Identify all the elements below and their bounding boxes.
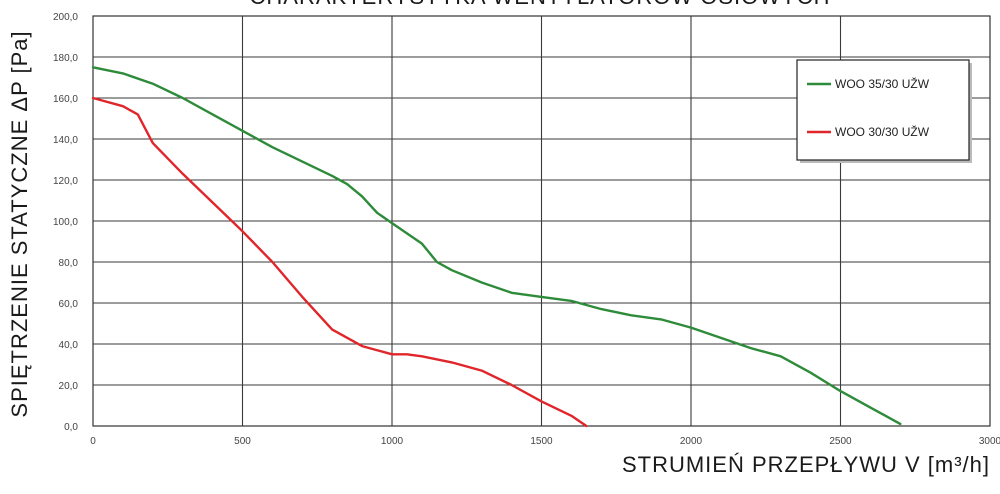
x-tick-label: 1500: [530, 436, 553, 447]
x-tick-label: 3000: [979, 436, 1000, 447]
x-tick-label: 0: [90, 436, 96, 447]
x-tick-label: 2000: [680, 436, 703, 447]
y-tick-label: 180,0: [53, 53, 78, 64]
x-tick-label: 2500: [829, 436, 852, 447]
legend-label-1: WOO 35/30 UŽW: [835, 76, 930, 91]
y-tick-label: 100,0: [53, 217, 78, 228]
chart-title: CHARAKTERYSTYKA WENTYLATORÓW OSIOWYCH: [250, 0, 831, 10]
y-tick-label: 140,0: [53, 135, 78, 146]
x-tick-label: 500: [234, 436, 251, 447]
y-tick-label: 200,0: [53, 12, 78, 23]
y-tick-label: 160,0: [53, 94, 78, 105]
legend-box: [796, 59, 970, 161]
y-tick-label: 60,0: [59, 299, 79, 310]
x-axis-label: STRUMIEŃ PRZEPŁYWU V [m³/h]: [621, 452, 990, 477]
y-tick-label: 80,0: [59, 258, 79, 269]
y-tick-label: 0,0: [64, 422, 78, 433]
legend-label-2: WOO 30/30 UŽW: [835, 124, 930, 139]
x-tick-label: 1000: [381, 436, 404, 447]
y-tick-label: 20,0: [59, 381, 79, 392]
y-tick-label: 120,0: [53, 176, 78, 187]
y-axis-label: SPIĘTRZENIE STATYCZNE ΔP [Pa]: [7, 30, 32, 418]
series-line-1: [91, 66, 902, 426]
series-line-2: [91, 96, 588, 428]
y-tick-label: 40,0: [59, 340, 79, 351]
